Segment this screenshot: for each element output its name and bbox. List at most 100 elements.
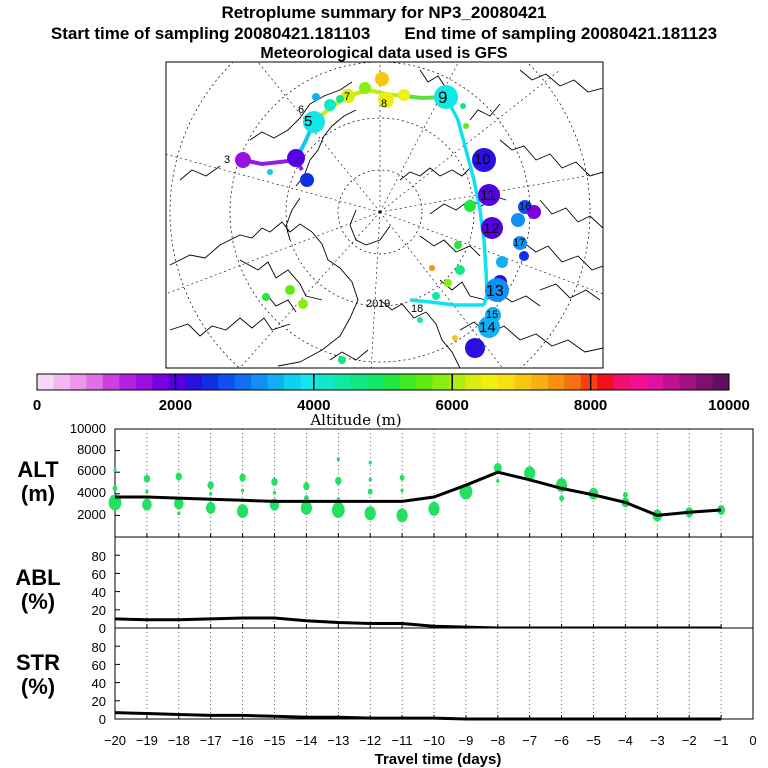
day-label: 13: [486, 283, 504, 300]
plume-cluster-marker: [428, 501, 440, 516]
x-tick-label: −1: [714, 733, 729, 748]
day-label: 6: [298, 104, 304, 116]
colorbar-swatch: [646, 374, 664, 390]
colorbar-swatch: [415, 374, 433, 390]
abl-panel-unit: (%): [21, 589, 55, 614]
time-series-panels: [108, 428, 754, 721]
x-tick-label: −12: [359, 733, 381, 748]
day-label: 12: [483, 220, 500, 237]
colorbar-swatch: [350, 374, 367, 390]
plume-cluster-marker: [331, 502, 345, 518]
x-tick-label: 0: [749, 733, 756, 748]
altitude-colorbar: [36, 373, 730, 391]
colorbar-swatch: [185, 374, 203, 390]
y-tick-label: 80: [92, 549, 106, 564]
colorbar-swatch: [267, 374, 285, 390]
plume-cluster-marker: [241, 488, 245, 493]
colorbar-swatch: [531, 374, 549, 390]
x-tick-label: −9: [458, 733, 473, 748]
plume-trajectory: [235, 72, 541, 364]
plume-cluster-marker: [271, 477, 278, 486]
colorbar-swatch: [53, 374, 71, 390]
colorbar-swatch: [234, 374, 252, 390]
plume-cluster-marker: [396, 508, 408, 523]
colorbar-tick-label: 2000: [159, 397, 192, 414]
colorbar-swatch: [432, 374, 450, 390]
x-tick-label: −20: [104, 733, 126, 748]
str-panel-unit: (%): [21, 674, 55, 699]
x-tick-label: −8: [490, 733, 505, 748]
y-tick-label: 60: [92, 567, 106, 582]
y-tick-label: 2000: [77, 507, 106, 522]
colorbar-swatch: [69, 374, 87, 390]
colorbar-swatch: [712, 374, 730, 390]
x-tick-label: −3: [650, 733, 665, 748]
y-tick-label: 20: [92, 603, 106, 618]
plume-cluster-marker: [112, 485, 118, 492]
plume-cluster-marker: [493, 462, 502, 473]
plume-cluster-marker: [304, 495, 309, 502]
plume-cluster-marker: [335, 476, 342, 485]
day-label: 19: [378, 298, 390, 310]
colorbar-frame: [36, 373, 730, 391]
day-label: 9: [438, 88, 447, 107]
colorbar-swatch: [399, 374, 417, 390]
y-tick-label: 80: [92, 640, 106, 655]
y-tick-label: 6000: [77, 463, 106, 478]
plume-cluster-marker: [300, 500, 312, 515]
met-data-label: Meteorological data used is GFS: [260, 45, 508, 62]
colorbar-swatch: [152, 374, 170, 390]
str-panel: [114, 627, 754, 721]
plume-cluster-marker: [142, 498, 152, 511]
alt-panel-frame: [114, 428, 754, 538]
plume-cluster-marker: [559, 495, 564, 502]
colorbar-swatch: [613, 374, 631, 390]
alt-panel-unit: (m): [21, 481, 55, 506]
day-label: 3: [224, 154, 230, 166]
plume-cluster-marker: [177, 511, 181, 516]
day-label: 14: [479, 319, 496, 336]
y-tick-label: 60: [92, 658, 106, 673]
plume-cluster-marker: [205, 501, 216, 514]
abl-panel-label: ABL: [15, 565, 60, 590]
x-tick-label: −4: [618, 733, 633, 748]
start-time-label: Start time of sampling 20080421.181103: [50, 24, 371, 43]
day-label: 7: [344, 91, 350, 103]
day-label: 10: [474, 151, 491, 168]
colorbar-swatch: [448, 374, 466, 390]
str-series-line: [114, 711, 722, 721]
x-tick-label: −6: [554, 733, 569, 748]
colorbar-tick-label: 6000: [436, 397, 469, 414]
y-tick-label: 10000: [70, 421, 106, 436]
y-tick-label: 40: [92, 585, 106, 600]
plume-cluster-marker: [174, 497, 184, 510]
colorbar-tick-label: 8000: [574, 397, 607, 414]
x-tick-label: −10: [423, 733, 445, 748]
abl-y-tick-labels: 80 60 40 20 0: [92, 549, 106, 636]
colorbar-swatch: [251, 374, 269, 390]
end-time-label: End time of sampling 20080421.181123: [404, 24, 718, 43]
colorbar-swatch: [514, 374, 532, 390]
plume-cluster-marker: [239, 473, 246, 482]
x-tick-labels: −20 −19 −18 −17 −16 −15 −14 −13 −12 −11 −10 −9 −8 −7−…: [104, 733, 757, 748]
day-label: 8: [381, 98, 387, 110]
colorbar-swatch: [218, 374, 236, 390]
day-label: 18: [411, 303, 423, 315]
colorbar-swatch: [86, 374, 104, 390]
colorbar-swatch: [333, 374, 351, 390]
plume-cluster-marker: [303, 482, 310, 491]
plume-cluster-marker: [143, 474, 151, 483]
str-y-tick-labels: 80 60 40 20 0: [92, 640, 106, 727]
colorbar-swatch: [119, 374, 137, 390]
colorbar-tick-label: 4000: [297, 397, 330, 414]
day-label: 20: [366, 298, 378, 310]
colorbar-swatch: [547, 374, 565, 390]
plume-cluster-marker: [400, 488, 404, 493]
colorbar-swatch: [37, 374, 54, 390]
colorbar-swatch: [679, 374, 697, 390]
x-tick-label: −16: [232, 733, 254, 748]
colorbar-swatch: [481, 374, 499, 390]
plume-cluster-marker: [113, 468, 117, 473]
plume-cluster-marker: [496, 478, 500, 483]
map-day-labels: 3 5 6 7 8 9 10 11 12 13 14 15 16 17 18 1…: [224, 88, 531, 336]
